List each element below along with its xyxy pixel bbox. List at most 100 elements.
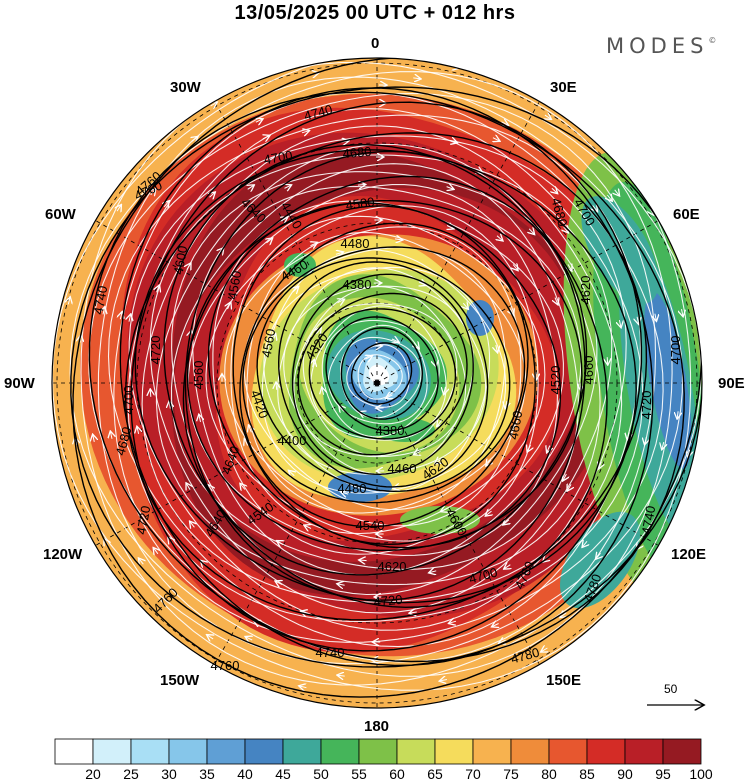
contour-label: 4600 [171,245,191,276]
streamline-arrow [688,449,690,457]
streamline [293,286,467,458]
streamline-arrow [360,560,367,561]
colorbar-tick-label: 20 [85,766,101,782]
streamline-arrow [413,78,420,79]
contour-line [297,292,468,456]
colorbar-swatch [282,738,322,765]
colorbar-swatch [548,738,588,765]
contour-value: 4740 [302,101,334,123]
streamline [88,92,657,663]
streamline-arrow [430,571,437,573]
contour-line [70,86,702,668]
streamline-arrow [338,675,345,676]
streamline-arrow [273,334,276,341]
meridian-line [214,382,378,665]
streamline-arrow [596,553,600,558]
colorbar-tick-label: 85 [579,766,595,782]
lon-label-30w: 30W [170,79,201,96]
streamline-arrow [547,446,550,452]
streamline-arrow [615,190,619,196]
colorbar-tick-label: 45 [275,766,291,782]
contour-label: 4620 [578,276,593,305]
streamline [141,125,623,603]
contour-value: 4740 [639,505,659,536]
meridian-line [95,220,378,384]
map-border [51,57,703,709]
colorbar-swatch [434,738,474,765]
streamline-arrow [336,252,343,254]
contour-value: 4700 [121,386,136,415]
colorbar-swatch [320,738,360,765]
streamline-arrow [245,439,248,445]
streamline [69,71,673,677]
streamline-arrow [103,308,105,315]
contour-value: 4740 [91,285,111,316]
contour-label: 4700 [263,148,294,168]
lon-label-0: 0 [371,35,380,52]
streamline-arrow [568,484,572,490]
contour-line [242,246,526,504]
streamline-arrow [662,441,664,449]
contour-line [184,150,586,601]
streamline-arrow [249,426,252,433]
streamline-arrow [414,343,419,348]
latitude-circle [296,302,458,464]
contour-label: 4680 [342,144,372,161]
contour-label: 4740 [302,101,334,123]
streamline-arrow [293,287,298,292]
streamline-arrow [561,613,567,617]
lon-label-60w: 60W [45,206,76,223]
streamline-arrow [541,648,547,652]
streamline-arrow [263,136,269,139]
streamline [170,163,579,570]
contour-label: 4380 [376,423,405,438]
scale-arrow-value: 50 [664,682,678,696]
contour-value: 4740 [316,645,345,660]
streamline-arrow [505,400,507,408]
colorbar-swatch [244,738,284,765]
streamline-arrow [552,188,557,193]
streamline-arrow [339,406,344,411]
streamline-arrow [192,137,198,141]
streamline-arrow [583,541,587,546]
contour-label: 4780 [509,644,541,666]
streamline-arrow [154,548,158,554]
colorbar-tick-label: 40 [237,766,253,782]
streamline [205,205,539,542]
lon-label-150e: 150E [546,672,582,689]
streamline-arrow [463,303,468,308]
streamline-arrow [486,460,490,466]
contour-label: 4560 [225,270,245,301]
colorbar [54,738,702,765]
streamline-arrow [117,205,121,211]
streamline [310,305,447,441]
streamline-arrow [139,559,143,565]
streamline-arrow [528,445,531,451]
streamline-arrow [285,185,291,188]
streamline-arrow [322,388,324,395]
lon-label-120w: 120W [43,546,83,563]
streamline-arrow [137,427,139,435]
contour-value: 4680 [112,425,134,457]
contour-line [291,273,474,476]
contour-label: 4660 [506,410,526,441]
contour-value: 4620 [578,276,593,305]
colorbar-tick-label: 30 [161,766,177,782]
latitude-circle [136,142,618,624]
streamline-arrow [529,229,534,234]
streamline-arrow [682,308,683,316]
streamline [127,108,644,623]
streamline-arrow [410,612,417,613]
colorbar-swatch [168,738,208,765]
streamline-arrow [342,492,349,494]
fill-band [644,291,692,469]
contour-value: 4720 [639,391,654,420]
contour-label: 4700 [467,564,499,586]
streamline-arrow [593,206,597,212]
streamline-arrow [555,298,558,305]
scale-arrow-icon [647,698,708,712]
streamline-arrow [267,239,273,243]
streamline-arrow [599,462,602,469]
streamline-arrow [357,185,365,186]
streamline-arrow [496,344,498,352]
